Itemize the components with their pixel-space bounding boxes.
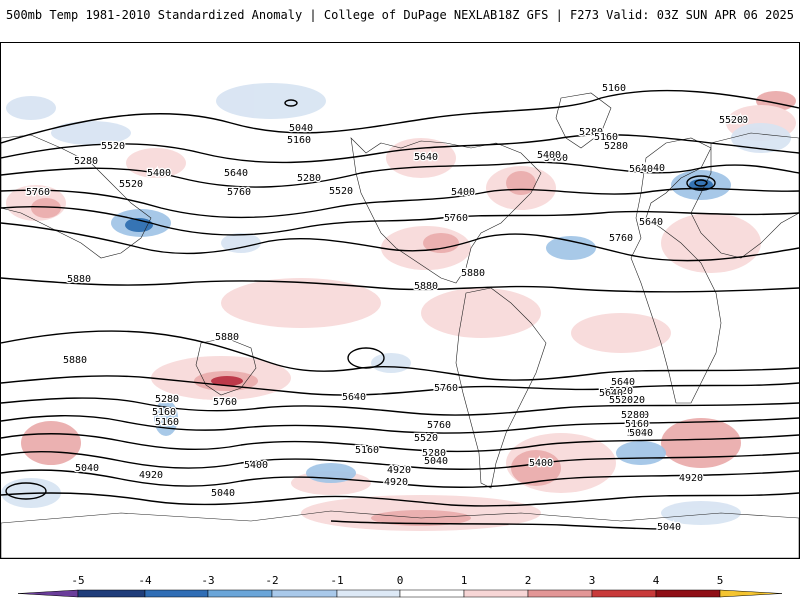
colorbar-tick-label: -5 — [71, 574, 84, 587]
negative-anomaly-shading — [1, 83, 791, 525]
contour-label: 5040 — [657, 522, 681, 533]
contour-label: 5160 — [625, 419, 649, 430]
colorbar-tick-label: 0 — [397, 574, 404, 587]
contour-label: 5040 — [724, 115, 748, 126]
contour-label: 5880 — [414, 281, 438, 292]
colorbar-segment — [336, 589, 401, 598]
colorbar-segment — [77, 589, 146, 598]
contour-label: 5160 — [152, 407, 176, 418]
header-bar: 500mb Temp 1981-2010 Standardized Anomal… — [0, 0, 800, 30]
colorbar-tick-label: 4 — [653, 574, 660, 587]
contour-label: 5520 — [101, 141, 125, 152]
contour-label: 5160 — [355, 445, 379, 456]
contour-label: 5040 — [289, 123, 313, 134]
contour-label: 5880 — [63, 355, 87, 366]
colorbar-segment — [527, 589, 593, 598]
contour-label: 4920 — [679, 473, 703, 484]
colorbar-tick-label: 5 — [717, 574, 724, 587]
colorbar-segment — [144, 589, 209, 598]
contour-label: 5040 — [75, 463, 99, 474]
contour-label: 5520 — [719, 115, 743, 126]
contour-label: 5640 — [611, 377, 635, 388]
contour-label: 5640 — [599, 388, 623, 399]
contour-label: 5400 — [537, 150, 561, 161]
contour-label: 5760 — [609, 233, 633, 244]
contour-label: 4920 — [387, 465, 411, 476]
contour-label: 5760 — [427, 420, 451, 431]
contour-label: 5040 — [211, 488, 235, 499]
contour-label: 4920 — [384, 477, 408, 488]
contour-label: 5400 — [147, 168, 171, 179]
contour-label: 5880 — [67, 274, 91, 285]
colorbar-segment — [271, 589, 338, 598]
colorbar-segments — [17, 589, 783, 598]
contour-label: 5280 — [74, 156, 98, 167]
contour-label: 5400 — [529, 458, 553, 469]
contour-label: 5040 — [424, 456, 448, 467]
contour-label: 5640 — [414, 152, 438, 163]
contour-label: 5280 — [422, 448, 446, 459]
model-run-info: 18Z GFS | F273 Valid: 03Z SUN APR 06 202… — [497, 8, 794, 22]
height-contours — [1, 89, 799, 530]
contour-label: 4920 — [139, 470, 163, 481]
colorbar-segment — [399, 589, 465, 598]
colorbar-tick-labels: -5 -4 -3 -2 -1 0 1 2 3 4 5 — [71, 574, 723, 587]
contour-label: 5520 — [414, 433, 438, 444]
contour-label: 5880 — [461, 268, 485, 279]
contour-label: 5640 — [639, 217, 663, 228]
contour-label: 5400 — [244, 460, 268, 471]
contour-label: 5160 — [602, 83, 626, 94]
contour-label: 5160 — [155, 417, 179, 428]
contour-label: 5160 — [287, 135, 311, 146]
map-panel[interactable]: 5160 5040 5520 5040 5160 5280 5400 5640 5160 5280… — [0, 42, 800, 559]
contour-label: 5760 — [227, 187, 251, 198]
coastlines — [1, 92, 799, 558]
contour-label: 5400 — [451, 187, 475, 198]
colorbar-tick-label: 3 — [589, 574, 596, 587]
colorbar-segment — [207, 589, 273, 598]
contour-label: 5040 — [75, 463, 99, 474]
contour-label: 5520 — [119, 179, 143, 190]
contour-label: 5400 — [544, 153, 568, 164]
contour-label: 5760 — [444, 213, 468, 224]
contour-label: 5520 — [609, 386, 633, 397]
colorbar-tick-label: -3 — [201, 574, 214, 587]
colorbar-segment — [719, 589, 783, 598]
contour-label: 5520 — [329, 186, 353, 197]
contour-label: 5280 — [625, 410, 649, 421]
colorbar-tick-label: 1 — [461, 574, 468, 587]
colorbar-segment — [463, 589, 529, 598]
contour-label: 5040 — [627, 428, 651, 439]
colorbar-tick-label: -1 — [330, 574, 343, 587]
colorbar-tick-label: 2 — [525, 574, 532, 587]
contour-label: 5760 — [26, 187, 50, 198]
contour-label: 5280 — [297, 173, 321, 184]
contour-label: 5640 — [342, 392, 366, 403]
contour-label: 5160 — [594, 132, 618, 143]
contour-label: 5520 — [621, 395, 645, 406]
map-title: 500mb Temp 1981-2010 Standardized Anomal… — [6, 8, 498, 22]
contour-label: 5280 — [621, 410, 645, 421]
contour-label: 5520 — [609, 395, 633, 406]
contour-label: 5040 — [629, 428, 653, 439]
contour-label: 5640 — [224, 168, 248, 179]
colorbar-segment — [17, 589, 79, 598]
contour-label: 5760 — [213, 397, 237, 408]
colorbar-segment — [591, 589, 657, 598]
contour-label: 5280 — [579, 127, 603, 138]
contour-label: 5640 — [641, 163, 665, 174]
contour-label: 5640 — [629, 164, 653, 175]
contour-label: 5880 — [215, 332, 239, 343]
contour-label: 5760 — [434, 383, 458, 394]
colorbar-segment — [655, 589, 721, 598]
contour-label: 5280 — [155, 394, 179, 405]
anomaly-colorbar: -5 -4 -3 -2 -1 0 1 2 3 4 5 — [17, 574, 783, 598]
colorbar-tick-label: -2 — [265, 574, 278, 587]
colorbar-tick-label: -4 — [138, 574, 152, 587]
contour-label: 5280 — [604, 141, 628, 152]
